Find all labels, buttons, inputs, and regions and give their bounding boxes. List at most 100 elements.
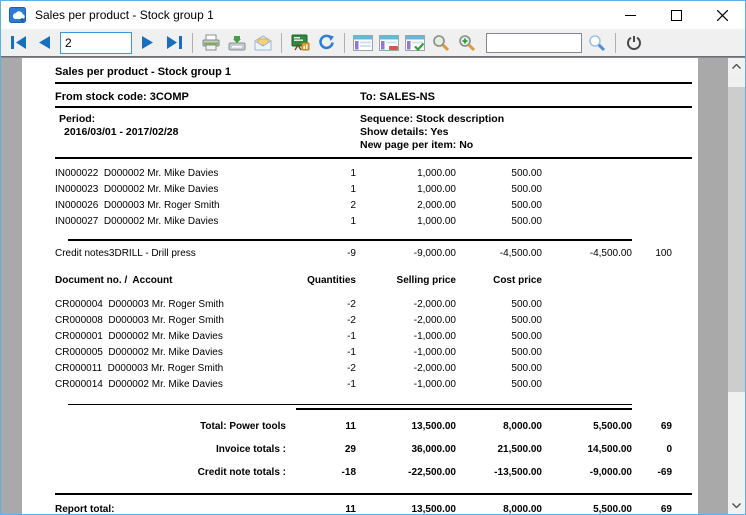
- cell-percent: 69: [632, 502, 672, 514]
- print-button[interactable]: [199, 31, 223, 55]
- cell-selling-price: -2,000.00: [356, 297, 456, 313]
- scrollbar-thumb[interactable]: [728, 87, 745, 392]
- cell-quantity: -1: [296, 329, 356, 345]
- zoom-out-button[interactable]: [429, 31, 453, 55]
- cell-cost-price: 8,000.00: [456, 417, 542, 440]
- table-row: Report total:1113,500.008,000.005,500.00…: [22, 502, 698, 514]
- cell-cost-price: -13,500.00: [456, 463, 542, 486]
- scroll-up-button[interactable]: [728, 58, 745, 75]
- cell-percent: [632, 361, 672, 377]
- page-margin-right: [698, 58, 728, 514]
- window-title: Sales per product - Stock group 1: [35, 8, 607, 22]
- cell-cost-price: 500.00: [456, 214, 542, 230]
- search-input[interactable]: [486, 33, 582, 53]
- zoom-in-button[interactable]: [455, 31, 479, 55]
- cell-quantity: -2: [296, 361, 356, 377]
- chevron-down-icon: [732, 503, 741, 508]
- cell-percent: [632, 377, 672, 393]
- minimize-button[interactable]: [607, 1, 653, 29]
- cell-gross-profit: [542, 273, 632, 289]
- last-page-icon: [166, 35, 183, 50]
- cell-cost-price: 500.00: [456, 313, 542, 329]
- minimize-icon: [625, 10, 636, 21]
- report-page: Sales per product - Stock group 1 From s…: [22, 58, 698, 514]
- layout-normal-button[interactable]: [351, 31, 375, 55]
- table-row: CR000005 D000002 Mr. Mike Davies-1-1,000…: [22, 345, 698, 361]
- cell-percent: [632, 313, 672, 329]
- search-icon: [588, 34, 606, 52]
- cell-description: CR000011 D000003 Mr. Roger Smith: [55, 361, 296, 377]
- cell-gross-profit: [542, 361, 632, 377]
- archive-button[interactable]: [225, 31, 249, 55]
- cell-gross-profit: -9,000.00: [542, 463, 632, 486]
- cell-description: CR000001 D000002 Mr. Mike Davies: [55, 329, 296, 345]
- previous-page-button[interactable]: [32, 31, 56, 55]
- cell-cost-price: 8,000.00: [456, 502, 542, 514]
- cell-description: IN000027 D000002 Mr. Mike Davies: [55, 214, 296, 230]
- totals-top-line: [68, 404, 632, 405]
- export-button[interactable]: [288, 31, 312, 55]
- first-page-button[interactable]: [6, 31, 30, 55]
- last-page-button[interactable]: [162, 31, 186, 55]
- cell-quantity: 1: [296, 182, 356, 198]
- cell-gross-profit: [542, 214, 632, 230]
- cell-percent: 0: [632, 440, 672, 463]
- page-number-input[interactable]: [60, 32, 132, 54]
- table-row: CR000008 D000003 Mr. Roger Smith-2-2,000…: [22, 313, 698, 329]
- cell-gross-profit: [542, 313, 632, 329]
- cell-description: Document no. / Account: [55, 273, 296, 289]
- search-button[interactable]: [585, 31, 609, 55]
- refresh-button[interactable]: [314, 31, 338, 55]
- close-button[interactable]: [699, 1, 745, 29]
- layout-confirm-button[interactable]: [403, 31, 427, 55]
- cell-cost-price: 500.00: [456, 377, 542, 393]
- maximize-button[interactable]: [653, 1, 699, 29]
- cell-description: Credit notes3DRILL - Drill press: [55, 246, 296, 262]
- report-range-row: From stock code: 3COMP To: SALES-NS: [22, 84, 698, 106]
- cell-selling-price: -22,500.00: [356, 463, 456, 486]
- refresh-icon: [318, 34, 335, 51]
- cell-gross-profit: [542, 182, 632, 198]
- close-icon: [717, 10, 728, 21]
- table-row: CR000001 D000002 Mr. Mike Davies-1-1,000…: [22, 329, 698, 345]
- cell-gross-profit: [542, 329, 632, 345]
- cell-description: IN000026 D000003 Mr. Roger Smith: [55, 198, 296, 214]
- email-icon: [254, 35, 272, 51]
- report-preview-window: s Sales per product - Stock group 1: [0, 0, 746, 515]
- cell-quantity: 1: [296, 166, 356, 182]
- toolbar-separator: [615, 33, 616, 53]
- cell-selling-price: 13,500.00: [356, 417, 456, 440]
- table-row: Credit note totals :-18-22,500.00-13,500…: [22, 463, 698, 486]
- cell-selling-price: Selling price: [356, 273, 456, 289]
- cell-gross-profit: [542, 166, 632, 182]
- close-preview-button[interactable]: [622, 31, 646, 55]
- cell-description: Credit note totals :: [55, 463, 296, 486]
- cell-gross-profit: 14,500.00: [542, 440, 632, 463]
- cell-percent: [632, 182, 672, 198]
- table-row: IN000026 D000003 Mr. Roger Smith22,000.0…: [22, 198, 698, 214]
- cell-percent: [632, 214, 672, 230]
- cell-gross-profit: 5,500.00: [542, 502, 632, 514]
- email-button[interactable]: [251, 31, 275, 55]
- cell-gross-profit: [542, 345, 632, 361]
- cell-quantity: 11: [296, 502, 356, 514]
- maximize-icon: [671, 10, 682, 21]
- table-row: CR000014 D000002 Mr. Mike Davies-1-1,000…: [22, 377, 698, 393]
- cell-quantity: 11: [296, 417, 356, 440]
- next-page-icon: [141, 35, 155, 50]
- cell-description: IN000022 D000002 Mr. Mike Davies: [55, 166, 296, 182]
- vertical-scrollbar[interactable]: [728, 58, 745, 514]
- cell-description: CR000008 D000003 Mr. Roger Smith: [55, 313, 296, 329]
- sequence-value: Sequence: Stock description: [360, 113, 504, 126]
- cell-selling-price: -2,000.00: [356, 361, 456, 377]
- layout-remove-button[interactable]: [377, 31, 401, 55]
- scroll-down-button[interactable]: [728, 497, 745, 514]
- options-block: Sequence: Stock description Show details…: [360, 113, 504, 152]
- cell-percent: [632, 198, 672, 214]
- cell-cost-price: 500.00: [456, 329, 542, 345]
- table-row: Total: Power tools1113,500.008,000.005,5…: [22, 417, 698, 440]
- archive-save-icon: [228, 34, 246, 51]
- cell-selling-price: 1,000.00: [356, 166, 456, 182]
- table-row: Credit notes3DRILL - Drill press-9-9,000…: [22, 246, 698, 262]
- next-page-button[interactable]: [136, 31, 160, 55]
